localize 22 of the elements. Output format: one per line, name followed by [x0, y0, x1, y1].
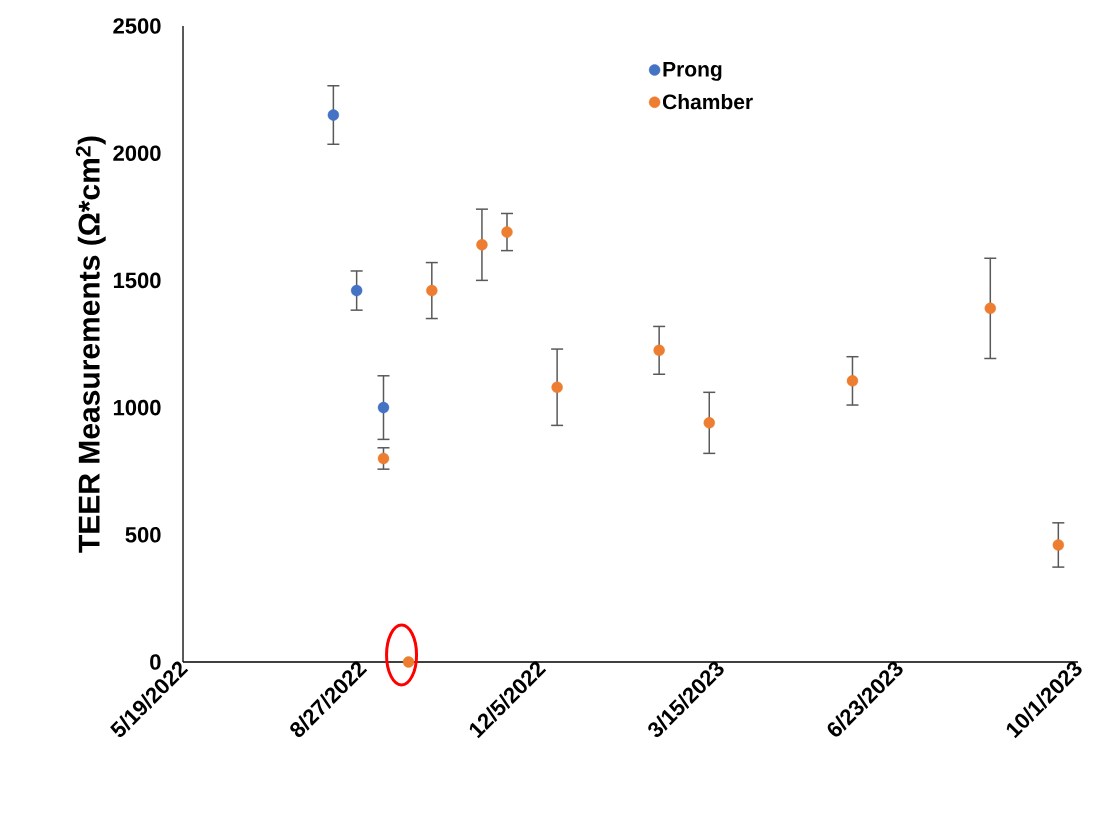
point: [426, 284, 438, 297]
point: [476, 239, 488, 251]
y-tick-label: 2500: [113, 18, 161, 34]
point: [653, 344, 665, 357]
y-tick-label: 1000: [113, 399, 161, 416]
point: [350, 284, 363, 297]
point: [327, 109, 340, 121]
point: [377, 401, 390, 414]
point: [402, 656, 415, 668]
point: [984, 302, 996, 315]
y-tick-label: 2000: [113, 145, 161, 161]
y-tick-label: 1500: [113, 272, 161, 289]
point: [846, 375, 859, 387]
legend-label: Prong: [663, 61, 722, 81]
y-axis-title: TEER Measurements (Ω*cm$^{2}$): [75, 136, 106, 553]
point: [703, 417, 715, 429]
legend-label: Chamber: [662, 93, 753, 110]
point: [501, 226, 513, 238]
point: [1052, 539, 1065, 551]
point: [551, 381, 563, 393]
y-tick-label: 500: [125, 527, 161, 543]
point: [377, 452, 390, 465]
